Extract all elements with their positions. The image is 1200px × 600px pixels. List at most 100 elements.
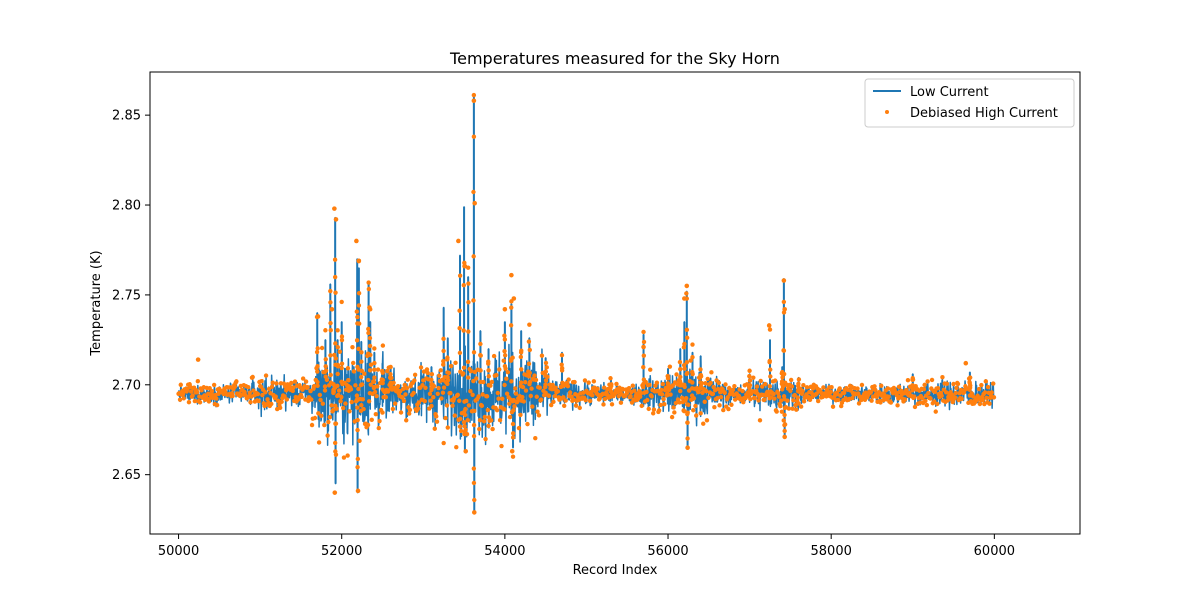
debiased-high-current-point — [518, 412, 523, 418]
debiased-high-current-point — [354, 393, 360, 398]
debiased-high-current-point — [718, 394, 724, 400]
debiased-high-current-point — [292, 379, 298, 384]
debiased-high-current-point — [471, 189, 476, 195]
debiased-high-current-point — [356, 303, 362, 308]
debiased-high-current-point — [796, 387, 801, 392]
debiased-high-current-point — [373, 411, 379, 417]
debiased-high-current-point — [412, 378, 417, 383]
debiased-high-current-point — [650, 411, 656, 416]
debiased-high-current-point — [924, 402, 930, 408]
debiased-high-current-point — [339, 394, 344, 400]
debiased-high-current-point — [246, 385, 251, 390]
debiased-high-current-point — [572, 379, 577, 385]
debiased-high-current-point — [365, 422, 371, 428]
debiased-high-current-point — [751, 375, 756, 380]
debiased-high-current-point — [328, 353, 333, 358]
debiased-high-current-point — [681, 363, 687, 368]
debiased-high-current-point — [471, 134, 477, 139]
debiased-high-current-point — [435, 391, 440, 397]
debiased-high-current-point — [741, 400, 746, 405]
debiased-high-current-point — [471, 422, 477, 428]
debiased-high-current-point — [445, 381, 450, 387]
debiased-high-current-point — [265, 397, 270, 402]
debiased-high-current-point — [494, 407, 500, 413]
debiased-high-current-point — [659, 392, 665, 397]
debiased-high-current-point — [767, 358, 772, 364]
debiased-high-current-point — [796, 377, 802, 382]
debiased-high-current-point — [357, 438, 362, 444]
debiased-high-current-point — [550, 382, 555, 388]
debiased-high-current-point — [372, 375, 377, 380]
debiased-high-current-point — [690, 342, 695, 347]
debiased-high-current-point — [314, 349, 320, 355]
debiased-high-current-point — [323, 357, 328, 362]
debiased-high-current-point — [322, 384, 328, 389]
debiased-high-current-point — [601, 402, 606, 407]
debiased-high-current-point — [354, 238, 359, 244]
debiased-high-current-point — [361, 406, 366, 412]
legend-debiased-high-current-label: Debiased High Current — [910, 106, 1058, 121]
plot-frame — [149, 71, 1081, 535]
debiased-high-current-point — [560, 383, 565, 389]
debiased-high-current-point — [479, 403, 485, 409]
debiased-high-current-point — [671, 405, 676, 410]
debiased-high-current-point — [518, 383, 524, 389]
x-tick-label: 56000 — [647, 544, 688, 559]
debiased-high-current-point — [582, 378, 588, 383]
debiased-high-current-point — [921, 387, 927, 392]
debiased-high-current-point — [333, 217, 339, 222]
debiased-high-current-point — [778, 404, 783, 409]
debiased-high-current-point — [651, 407, 657, 412]
debiased-high-current-point — [722, 390, 727, 395]
debiased-high-current-point — [431, 395, 436, 400]
debiased-high-current-point — [489, 379, 495, 385]
debiased-high-current-point — [338, 398, 343, 404]
debiased-high-current-point — [284, 397, 290, 402]
debiased-high-current-point — [339, 334, 345, 339]
debiased-high-current-point — [955, 381, 961, 387]
debiased-high-current-point — [339, 337, 345, 343]
debiased-high-current-point — [309, 422, 315, 428]
debiased-high-current-point — [718, 390, 723, 395]
debiased-high-current-point — [308, 388, 313, 394]
debiased-high-current-point — [830, 404, 836, 409]
debiased-high-current-point — [949, 392, 955, 398]
debiased-high-current-point — [346, 388, 351, 393]
debiased-high-current-point — [933, 409, 938, 414]
debiased-high-current-point — [510, 431, 516, 436]
debiased-high-current-point — [836, 397, 841, 403]
debiased-high-current-point — [609, 382, 614, 387]
debiased-high-current-point — [754, 384, 760, 389]
debiased-high-current-point — [523, 380, 528, 385]
debiased-high-current-point — [781, 278, 787, 283]
debiased-high-current-point — [323, 364, 328, 369]
debiased-high-current-point — [349, 399, 354, 405]
debiased-high-current-point — [510, 435, 516, 440]
debiased-high-current-point — [471, 298, 476, 303]
debiased-high-current-point — [457, 325, 462, 331]
debiased-high-current-point — [704, 418, 710, 423]
debiased-high-current-point — [669, 414, 675, 420]
debiased-high-current-point — [332, 352, 337, 358]
debiased-high-current-point — [273, 394, 278, 399]
debiased-high-current-point — [529, 386, 534, 391]
debiased-high-current-point — [939, 393, 944, 398]
debiased-high-current-point — [263, 390, 268, 395]
debiased-high-current-point — [508, 358, 514, 363]
debiased-high-current-point — [251, 388, 256, 393]
debiased-high-current-point — [367, 335, 373, 341]
debiased-high-current-point — [512, 404, 517, 409]
debiased-high-current-point — [684, 371, 689, 377]
debiased-high-current-point — [923, 398, 928, 404]
y-tick-label: 2.85 — [112, 109, 141, 124]
debiased-high-current-point — [385, 389, 391, 394]
debiased-high-current-point — [539, 353, 545, 358]
debiased-high-current-point — [511, 296, 517, 301]
debiased-high-current-point — [481, 419, 487, 424]
debiased-high-current-point — [828, 389, 834, 395]
debiased-high-current-point — [468, 369, 474, 374]
debiased-high-current-point — [991, 381, 996, 386]
y-axis-label: Temperature (K) — [89, 250, 104, 356]
debiased-high-current-point — [804, 385, 810, 390]
debiased-high-current-point — [772, 378, 778, 383]
